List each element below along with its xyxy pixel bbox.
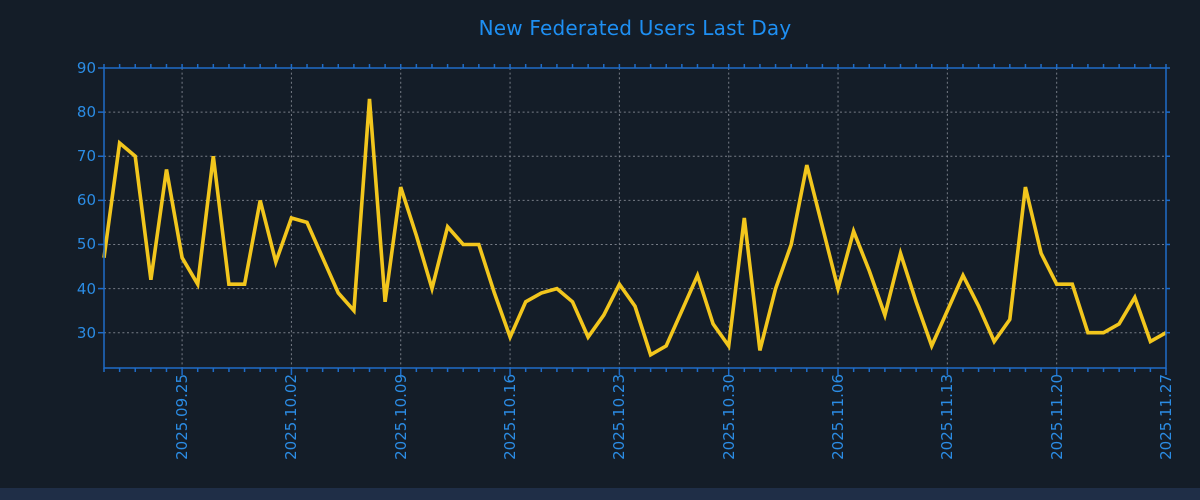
x-tick-label: 2025.10.23: [610, 374, 629, 460]
y-tick-label: 80: [76, 103, 96, 122]
series-layer: [102, 98, 1167, 358]
x-tick-label: 2025.10.16: [501, 374, 520, 460]
y-tick-label: 40: [76, 279, 96, 298]
x-tick-label: 2025.10.02: [282, 374, 301, 460]
x-tick-label: 2025.11.20: [1047, 374, 1066, 460]
x-tick-label: 2025.10.09: [391, 374, 410, 460]
y-tick-label: 30: [76, 323, 96, 342]
x-tick-label: 2025.11.06: [829, 374, 848, 460]
chart-title: New Federated Users Last Day: [478, 16, 792, 40]
axes-and-ticks: [98, 64, 1170, 375]
x-tick-label: 2025.11.13: [938, 374, 957, 460]
x-tick-label: 2025.11.27: [1157, 374, 1175, 460]
x-tick-label: 2025.09.25: [173, 374, 192, 460]
x-tick-label: 2025.10.30: [719, 374, 738, 460]
y-tick-label: 50: [76, 235, 96, 254]
y-tick-label: 90: [76, 59, 96, 77]
series-line-new-federated-users: [102, 98, 1167, 358]
y-tick-label: 60: [76, 191, 96, 210]
bottom-bar: [0, 488, 1200, 500]
y-tick-label: 70: [76, 147, 96, 166]
